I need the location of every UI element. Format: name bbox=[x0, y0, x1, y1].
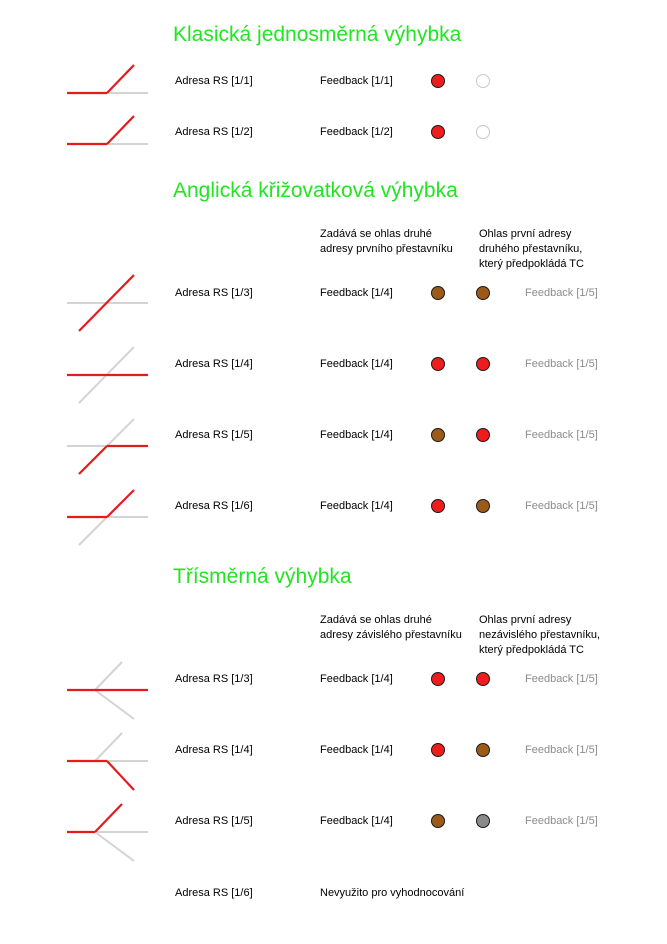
track-inactive-segment bbox=[106, 418, 135, 447]
feedback-label: Feedback [1/4] bbox=[320, 673, 393, 685]
address-label: Adresa RS [1/5] bbox=[175, 429, 253, 441]
track-active-segment bbox=[106, 64, 135, 94]
section-title-english-crossing: Anglická křižovatková výhybka bbox=[173, 179, 458, 202]
turnout-left-straight-active-icon bbox=[67, 64, 148, 95]
feedback-label: Feedback [1/2] bbox=[320, 126, 393, 138]
crossing-straight-active-icon bbox=[67, 346, 148, 404]
track-inactive-segment bbox=[94, 689, 135, 720]
address-label: Adresa RS [1/6] bbox=[175, 500, 253, 512]
feedback-label: Feedback [1/4] bbox=[320, 429, 393, 441]
track-inactive-segment bbox=[94, 661, 123, 691]
address-label: Adresa RS [1/3] bbox=[175, 673, 253, 685]
indicator-off-icon bbox=[476, 125, 490, 139]
address-label: Adresa RS [1/5] bbox=[175, 815, 253, 827]
indicator-red-icon bbox=[476, 672, 490, 686]
address-label: Adresa RS [1/3] bbox=[175, 287, 253, 299]
footer-unused-note: Nevyužito pro vyhodnocování bbox=[320, 887, 465, 899]
indicator-red-icon bbox=[431, 743, 445, 757]
track-active-segment bbox=[106, 489, 135, 518]
secondary-feedback-label: Feedback [1/5] bbox=[525, 673, 598, 685]
secondary-feedback-label: Feedback [1/5] bbox=[525, 815, 598, 827]
feedback-label: Feedback [1/4] bbox=[320, 744, 393, 756]
feedback-label: Feedback [1/4] bbox=[320, 815, 393, 827]
track-active-segment bbox=[78, 274, 135, 332]
note-first-address-independent-motor: Ohlas první adresy nezávislého přestavní… bbox=[479, 614, 601, 656]
indicator-red-icon bbox=[476, 357, 490, 371]
crossing-lower-left-to-right-icon bbox=[67, 418, 148, 475]
address-label: Adresa RS [1/2] bbox=[175, 126, 253, 138]
address-label: Adresa RS [1/4] bbox=[175, 744, 253, 756]
track-active-segment bbox=[78, 445, 108, 475]
secondary-feedback-label: Feedback [1/5] bbox=[525, 358, 598, 370]
indicator-red-icon bbox=[431, 357, 445, 371]
indicator-brown-icon bbox=[476, 743, 490, 757]
crossing-diagonal-active-icon bbox=[67, 274, 148, 332]
track-inactive-segment bbox=[94, 831, 135, 862]
feedback-label: Feedback [1/4] bbox=[320, 287, 393, 299]
track-inactive-segment bbox=[78, 516, 108, 546]
crossing-left-to-upper-right-icon bbox=[67, 489, 148, 546]
secondary-feedback-label: Feedback [1/5] bbox=[525, 429, 598, 441]
three-way-straight-active-icon bbox=[67, 661, 148, 720]
indicator-brown-icon bbox=[476, 286, 490, 300]
turnout-left-straight-active-icon bbox=[67, 115, 148, 146]
feedback-label: Feedback [1/1] bbox=[320, 75, 393, 87]
secondary-feedback-label: Feedback [1/5] bbox=[525, 744, 598, 756]
track-active-segment bbox=[106, 115, 135, 145]
note-second-address-dependent-motor: Zadává se ohlas druhé adresy závislého p… bbox=[320, 614, 462, 641]
three-way-up-active-icon bbox=[67, 803, 148, 862]
secondary-feedback-label: Feedback [1/5] bbox=[525, 500, 598, 512]
indicator-red-icon bbox=[431, 74, 445, 88]
feedback-label: Feedback [1/4] bbox=[320, 500, 393, 512]
section-title-classic-turnout: Klasická jednosměrná výhybka bbox=[173, 23, 462, 46]
address-label: Adresa RS [1/1] bbox=[175, 75, 253, 87]
indicator-red-icon bbox=[431, 672, 445, 686]
indicator-red-icon bbox=[431, 499, 445, 513]
track-active-segment bbox=[106, 760, 135, 791]
note-first-address-second-motor: Ohlas první adresy druhého přestavníku, … bbox=[479, 228, 584, 270]
address-label: Adresa RS [1/4] bbox=[175, 358, 253, 370]
indicator-brown-icon bbox=[431, 814, 445, 828]
indicator-brown-icon bbox=[431, 428, 445, 442]
indicator-brown-icon bbox=[431, 286, 445, 300]
indicator-grey-icon bbox=[476, 814, 490, 828]
secondary-feedback-label: Feedback [1/5] bbox=[525, 287, 598, 299]
section-title-three-way-turnout: Třísměrná výhybka bbox=[173, 565, 352, 588]
footer-address-label: Adresa RS [1/6] bbox=[175, 887, 253, 899]
indicator-red-icon bbox=[476, 428, 490, 442]
track-active-segment bbox=[94, 803, 123, 833]
feedback-label: Feedback [1/4] bbox=[320, 358, 393, 370]
indicator-off-icon bbox=[476, 74, 490, 88]
indicator-red-icon bbox=[431, 125, 445, 139]
track-inactive-segment bbox=[94, 732, 123, 762]
three-way-down-active-icon bbox=[67, 732, 148, 791]
indicator-brown-icon bbox=[476, 499, 490, 513]
note-second-address-first-motor: Zadává se ohlas druhé adresy prvního pře… bbox=[320, 228, 453, 255]
